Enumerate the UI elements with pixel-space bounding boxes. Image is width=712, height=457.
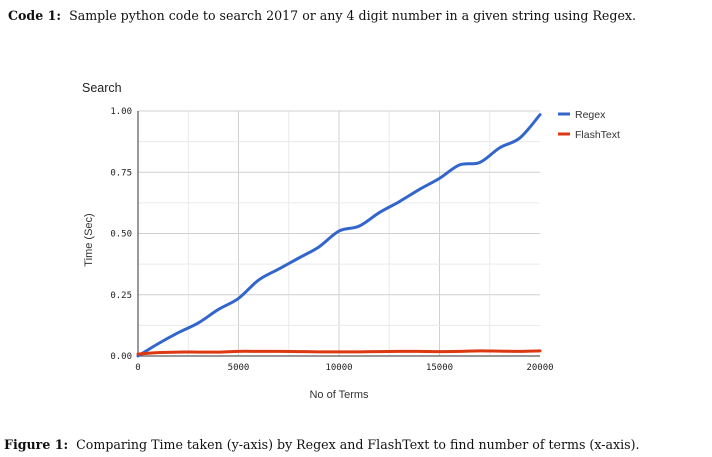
y-axis-title: Time (Sec) bbox=[83, 213, 95, 266]
y-tick-label: 0.50 bbox=[110, 230, 132, 240]
y-tick-label: 1.00 bbox=[110, 107, 132, 117]
legend-item-flashtext: FlashText bbox=[558, 129, 620, 141]
y-tick-label: 0.25 bbox=[110, 291, 132, 301]
y-tick-label: 0.75 bbox=[110, 168, 132, 178]
code-caption-label: Code 1: bbox=[8, 8, 62, 23]
figure-caption-label: Figure 1: bbox=[4, 437, 69, 452]
legend-label: Regex bbox=[575, 109, 606, 121]
figure-caption-text: Comparing Time taken (y-axis) by Regex a… bbox=[76, 437, 640, 452]
chart-series bbox=[136, 113, 542, 358]
x-tick-label: 10000 bbox=[325, 363, 352, 373]
chart-axes bbox=[137, 111, 540, 357]
figure-caption: Figure 1: Comparing Time taken (y-axis) … bbox=[4, 437, 710, 452]
code-caption-text: Sample python code to search 2017 or any… bbox=[69, 8, 637, 23]
chart-title: Search bbox=[82, 81, 122, 95]
x-tick-label: 0 bbox=[135, 363, 140, 373]
code-caption: Code 1: Sample python code to search 201… bbox=[8, 8, 708, 23]
chart-tick-labels: 0 5000 10000 15000 20000 0.00 0.25 0.50 0.75 1.00 bbox=[110, 107, 553, 373]
legend-label: FlashText bbox=[575, 129, 620, 141]
regex-series-line bbox=[136, 113, 542, 358]
chart-grid bbox=[138, 110, 540, 356]
chart-legend: Regex FlashText bbox=[558, 109, 620, 141]
legend-item-regex: Regex bbox=[558, 109, 606, 121]
flashtext-series-line bbox=[136, 349, 542, 356]
x-tick-label: 20000 bbox=[526, 363, 553, 373]
x-tick-label: 5000 bbox=[228, 363, 250, 373]
y-tick-label: 0.00 bbox=[110, 352, 132, 362]
x-tick-label: 15000 bbox=[426, 363, 453, 373]
x-axis-title: No of Terms bbox=[309, 389, 369, 401]
